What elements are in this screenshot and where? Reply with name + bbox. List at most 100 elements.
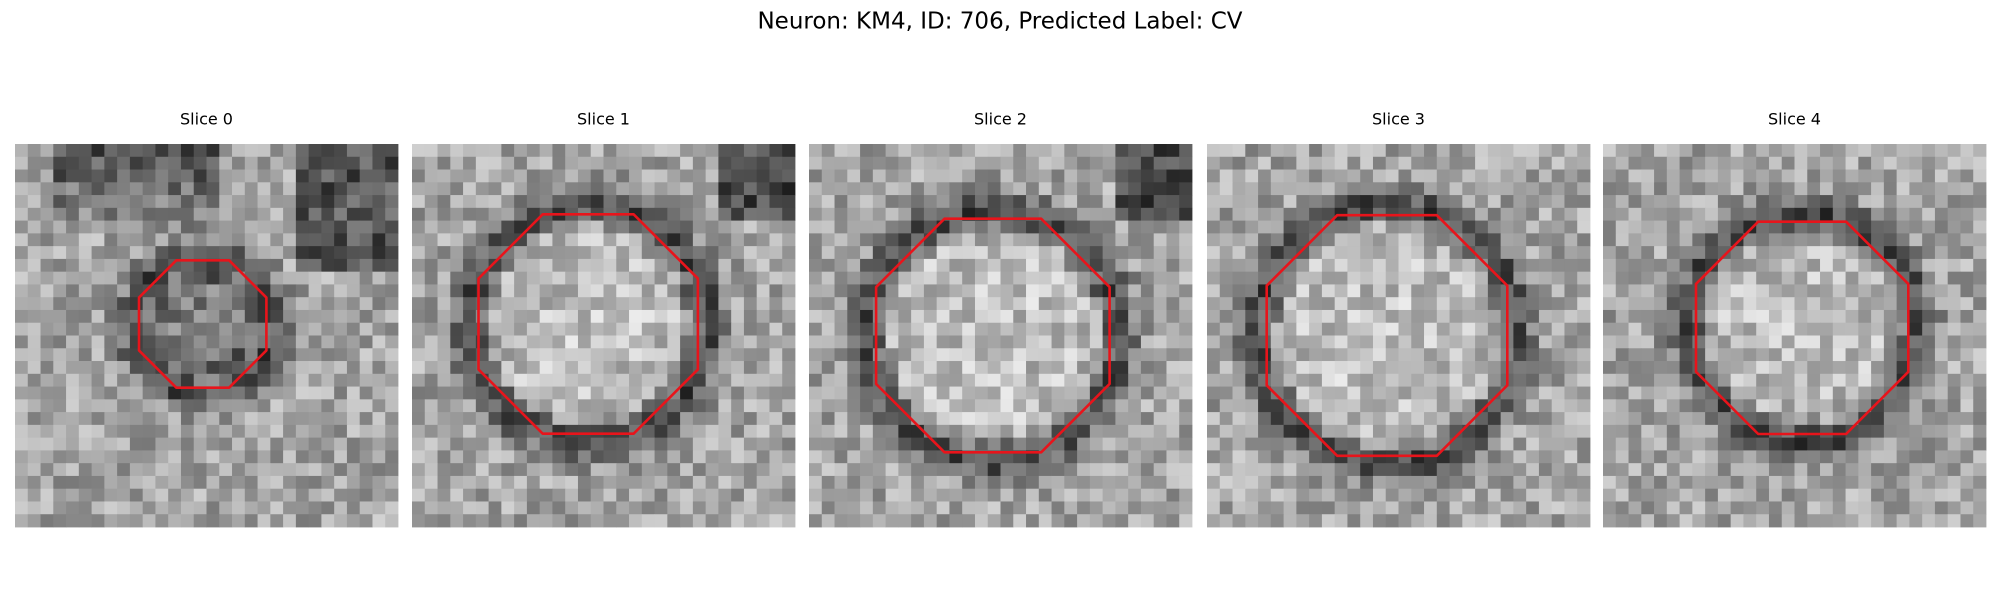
pixel bbox=[1883, 488, 1898, 502]
pixel bbox=[1871, 195, 1885, 209]
pixel bbox=[1258, 297, 1272, 311]
pixel bbox=[1858, 399, 1872, 413]
pixel bbox=[1102, 220, 1116, 234]
pixel bbox=[1140, 322, 1155, 336]
pixel bbox=[1960, 182, 1974, 196]
pixel bbox=[346, 501, 361, 515]
pixel bbox=[923, 258, 938, 273]
pixel bbox=[1013, 297, 1027, 311]
pixel bbox=[1973, 271, 1987, 285]
pixel bbox=[1832, 488, 1846, 502]
pixel bbox=[475, 220, 489, 234]
pixel bbox=[1153, 475, 1167, 490]
pixel bbox=[1883, 424, 1898, 439]
pixel bbox=[1654, 309, 1668, 324]
pixel bbox=[1960, 450, 1974, 464]
pixel bbox=[450, 207, 464, 221]
pixel bbox=[923, 309, 938, 324]
pixel bbox=[180, 399, 195, 413]
pixel bbox=[27, 169, 41, 183]
pixel bbox=[1013, 195, 1027, 209]
pixel bbox=[1026, 246, 1040, 260]
pixel bbox=[1051, 309, 1065, 324]
pixel bbox=[193, 424, 207, 439]
pixel bbox=[1666, 501, 1680, 515]
pixel bbox=[1603, 463, 1617, 477]
pixel bbox=[1794, 335, 1808, 349]
pixel bbox=[743, 424, 758, 439]
pixel bbox=[78, 169, 92, 183]
pixel bbox=[385, 348, 399, 362]
pixel bbox=[629, 450, 643, 464]
pixel bbox=[1179, 233, 1193, 247]
pixel bbox=[1526, 475, 1540, 490]
pixel bbox=[475, 437, 489, 451]
pixel bbox=[206, 207, 220, 221]
pixel bbox=[91, 220, 105, 234]
pixel bbox=[1666, 233, 1680, 247]
pixel bbox=[180, 258, 195, 273]
pixel bbox=[321, 271, 335, 285]
pixel bbox=[463, 258, 477, 273]
pixel bbox=[692, 144, 707, 158]
pixel bbox=[1296, 488, 1310, 502]
pixel bbox=[1538, 182, 1553, 196]
pixel bbox=[514, 437, 528, 451]
pixel bbox=[782, 156, 796, 170]
pixel bbox=[283, 386, 297, 400]
pixel bbox=[705, 335, 719, 349]
pixel bbox=[1871, 233, 1885, 247]
pixel bbox=[1909, 437, 1923, 451]
pixel bbox=[27, 144, 41, 158]
pixel bbox=[1128, 284, 1142, 298]
pixel bbox=[1449, 386, 1463, 400]
pixel bbox=[1411, 233, 1425, 247]
pixel bbox=[1820, 488, 1834, 502]
pixel bbox=[1385, 412, 1399, 426]
pixel bbox=[66, 233, 80, 247]
pixel bbox=[180, 182, 195, 196]
pixel bbox=[412, 144, 426, 158]
pixel bbox=[283, 322, 297, 336]
pixel bbox=[1385, 386, 1399, 400]
pixel bbox=[821, 322, 835, 336]
pixel bbox=[654, 463, 668, 477]
pixel bbox=[1026, 144, 1040, 158]
pixel bbox=[78, 514, 92, 528]
pixel bbox=[1140, 271, 1155, 285]
pixel bbox=[1385, 514, 1399, 528]
pixel bbox=[1603, 424, 1617, 439]
pixel bbox=[1551, 450, 1565, 464]
pixel bbox=[577, 156, 592, 170]
pixel bbox=[821, 309, 835, 324]
pixel bbox=[1615, 169, 1629, 183]
pixel bbox=[142, 501, 156, 515]
pixel bbox=[270, 437, 284, 451]
pixel bbox=[769, 195, 783, 209]
pixel bbox=[1538, 424, 1553, 439]
pixel bbox=[1051, 348, 1065, 362]
pixel bbox=[923, 233, 938, 247]
pixel bbox=[1398, 399, 1412, 413]
pixel bbox=[1475, 501, 1489, 515]
pixel bbox=[821, 475, 835, 490]
pixel bbox=[911, 488, 925, 502]
pixel bbox=[1896, 309, 1910, 324]
pixel bbox=[1679, 182, 1693, 196]
pixel bbox=[1896, 284, 1910, 298]
pixel bbox=[334, 501, 348, 515]
pixel bbox=[1153, 412, 1167, 426]
pixel bbox=[1743, 488, 1757, 502]
pixel bbox=[936, 182, 950, 196]
pixel bbox=[193, 207, 207, 221]
pixel bbox=[949, 297, 963, 311]
pixel bbox=[731, 386, 745, 400]
pixel bbox=[1283, 284, 1297, 298]
pixel bbox=[359, 144, 373, 158]
pixel bbox=[91, 297, 105, 311]
pixel bbox=[129, 233, 144, 247]
pixel bbox=[1128, 361, 1142, 375]
pixel bbox=[1411, 463, 1425, 477]
pixel bbox=[974, 475, 989, 490]
pixel bbox=[346, 335, 361, 349]
